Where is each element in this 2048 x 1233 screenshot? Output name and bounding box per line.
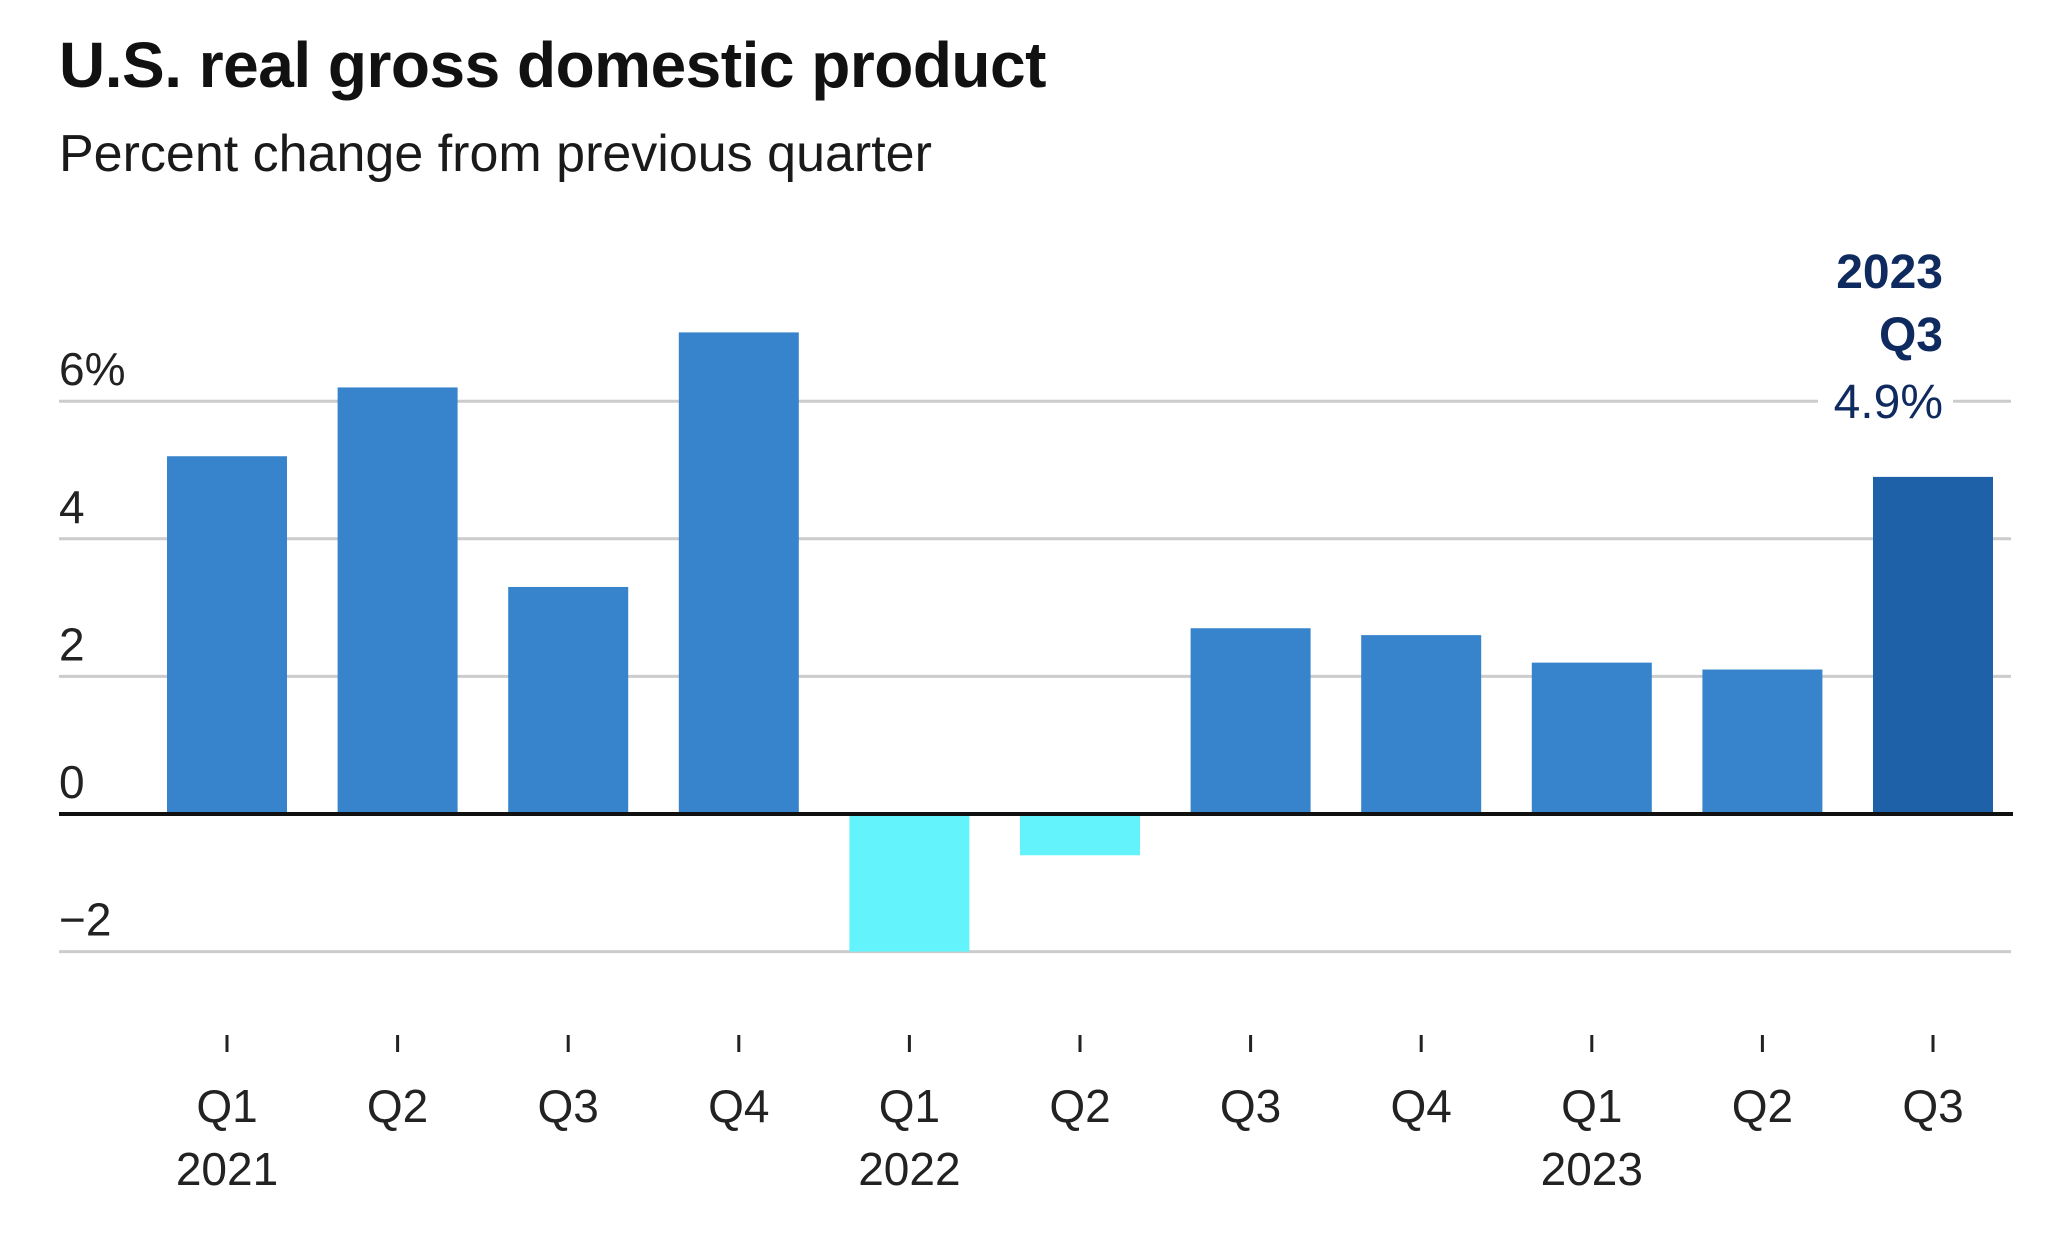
bar-q4-2022 bbox=[1361, 635, 1482, 814]
highlight-annotation: 2023 Q3 4.9% bbox=[1818, 246, 1953, 429]
bar-q2-2022 bbox=[1020, 814, 1140, 856]
bar-q3-2022 bbox=[1190, 628, 1311, 814]
bar-q1-2021 bbox=[167, 456, 287, 814]
annotation-quarter: Q3 bbox=[1879, 309, 1943, 362]
bar-q1-2023 bbox=[1531, 662, 1652, 814]
chart-title: U.S. real gross domestic product bbox=[59, 29, 1046, 101]
annotation-value: 4.9% bbox=[1834, 376, 1943, 429]
x-quarter-label: Q2 bbox=[367, 1080, 428, 1132]
x-quarter-label: Q1 bbox=[879, 1080, 940, 1132]
chart-subtitle: Percent change from previous quarter bbox=[59, 125, 932, 183]
y-axis-labels: 6% 4 2 0 −2 bbox=[59, 343, 125, 945]
y-tick-label: −2 bbox=[59, 894, 111, 946]
x-quarter-label: Q3 bbox=[1902, 1080, 1963, 1132]
bar-q3-2023 bbox=[1873, 476, 1993, 814]
x-quarter-label: Q2 bbox=[1732, 1080, 1793, 1132]
annotation-year: 2023 bbox=[1836, 246, 1943, 299]
x-quarter-label: Q3 bbox=[538, 1080, 599, 1132]
y-tick-label: 0 bbox=[59, 756, 85, 808]
x-year-label: 2023 bbox=[1541, 1143, 1643, 1195]
x-quarter-label: Q1 bbox=[1561, 1080, 1622, 1132]
x-quarter-label: Q2 bbox=[1049, 1080, 1110, 1132]
y-tick-label: 6% bbox=[59, 343, 125, 395]
y-tick-label: 2 bbox=[59, 618, 85, 670]
bar-q2-2023 bbox=[1702, 669, 1823, 814]
bar-q2-2021 bbox=[337, 387, 458, 814]
x-quarter-label: Q3 bbox=[1220, 1080, 1281, 1132]
x-year-label: 2021 bbox=[176, 1143, 278, 1195]
x-quarter-label: Q4 bbox=[1391, 1080, 1452, 1132]
y-tick-label: 4 bbox=[59, 481, 85, 533]
bars bbox=[167, 332, 1993, 952]
x-axis: Q1 Q2 Q3 Q4 Q1 Q2 Q3 Q4 Q1 Q2 Q3 2021 2022 2023 bbox=[176, 1035, 1964, 1195]
bar-q1-2022 bbox=[849, 814, 970, 952]
x-year-label: 2022 bbox=[858, 1143, 960, 1195]
x-quarter-label: Q4 bbox=[708, 1080, 769, 1132]
bar-q4-2021 bbox=[678, 332, 799, 814]
bar-q3-2021 bbox=[508, 586, 629, 814]
annotation-knockout bbox=[1818, 375, 1953, 428]
x-quarter-label: Q1 bbox=[196, 1080, 257, 1132]
